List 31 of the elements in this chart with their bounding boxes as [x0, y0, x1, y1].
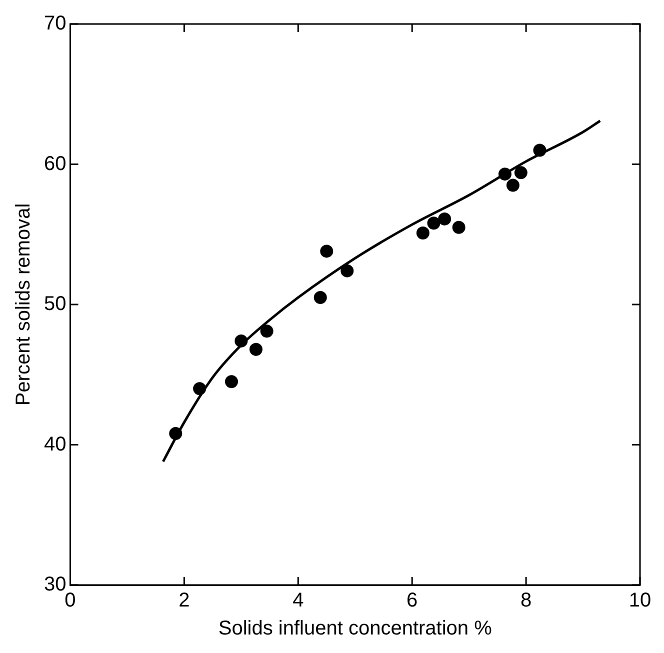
point: [498, 168, 512, 181]
point: [340, 264, 354, 278]
point: [249, 342, 262, 356]
point: [193, 382, 206, 396]
point: [260, 324, 274, 338]
y-tick-label: 40: [44, 433, 66, 456]
y-tick-label: 50: [44, 293, 66, 316]
x-tick-label: 4: [292, 590, 304, 612]
x-tick-label: 10: [628, 590, 652, 612]
y-tick-label: 70: [44, 12, 66, 35]
x-tick-label: 2: [178, 590, 190, 612]
point: [169, 427, 182, 440]
x-tick-label: 8: [520, 590, 532, 612]
point: [224, 375, 238, 388]
x-tick-label: 0: [64, 590, 76, 612]
point: [416, 226, 430, 240]
y-axis-title: Percent solids removal: [12, 203, 35, 406]
point: [533, 144, 546, 157]
y-tick-label: 60: [44, 152, 66, 175]
point: [452, 220, 466, 234]
x-tick-label: 6: [406, 590, 418, 612]
point: [234, 334, 248, 348]
point: [438, 212, 452, 226]
x-axis-title: Solids influent concentration %: [218, 618, 492, 640]
y-tick-label: 30: [44, 574, 66, 596]
point: [314, 290, 327, 304]
line-series: [162, 120, 602, 463]
point: [427, 216, 440, 230]
point: [514, 166, 528, 180]
point: [320, 244, 334, 258]
point: [506, 178, 520, 192]
